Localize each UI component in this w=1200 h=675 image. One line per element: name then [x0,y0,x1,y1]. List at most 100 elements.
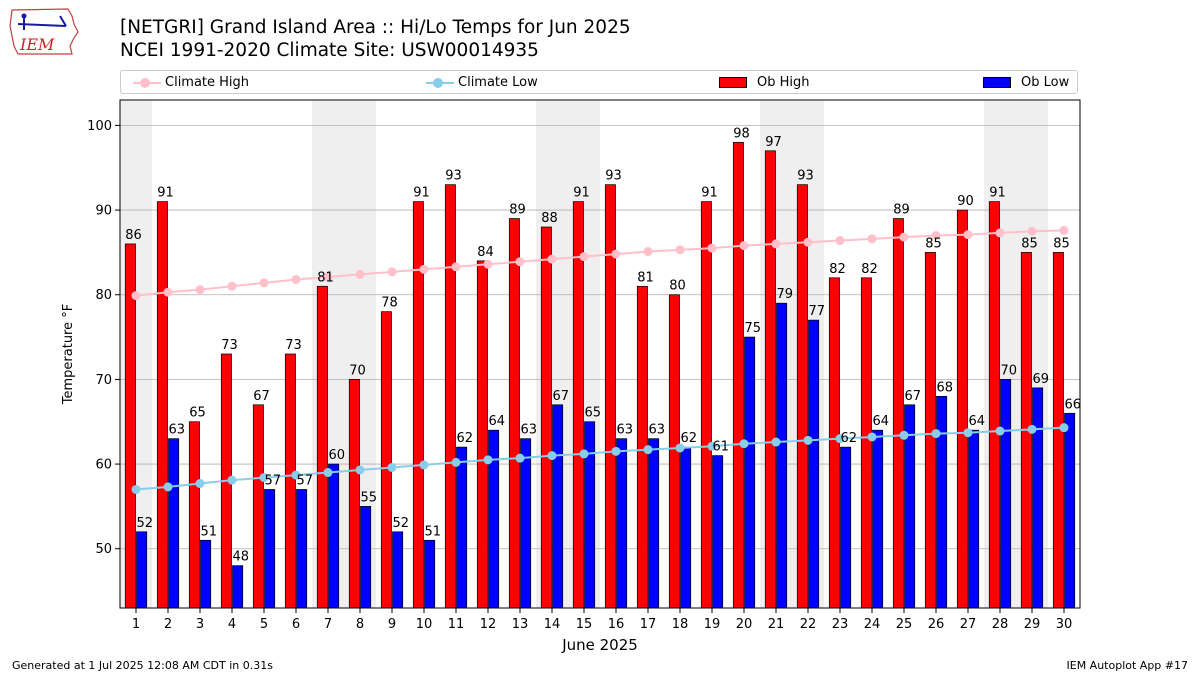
x-tick-label: 4 [228,617,236,632]
climate-low-point [707,441,717,451]
ob-low-bar [360,506,372,609]
climate-low-point [451,457,461,467]
ob-low-value-label: 69 [1033,372,1050,387]
climate-high-point [419,264,429,274]
climate-low-point [771,437,781,447]
climate-low-point [899,430,909,440]
climate-high-point [995,228,1005,238]
climate-low-point [643,445,653,455]
ob-high-bar [732,141,744,609]
ob-high-bar [828,277,840,609]
climate-low-line [135,426,1065,491]
ob-high-bar [316,285,328,609]
ob-high-value-label: 81 [317,270,334,285]
ob-high-bar [444,184,456,609]
ob-low-value-label: 55 [361,490,378,505]
iem-logo: IEM [9,8,79,55]
ob-high-value-label: 97 [765,135,782,150]
ob-high-bar [156,201,168,609]
weekend-shading [1016,100,1048,608]
climate-low-point [227,475,237,485]
ob-high-value-label: 98 [733,126,750,141]
ob-low-bar [232,565,244,609]
ob-high-bar [892,218,904,609]
plot-frame [119,99,1081,609]
climate-high-point [1027,226,1037,236]
x-tick-label: 29 [1024,617,1041,632]
ob-low-bar [584,421,596,609]
ob-low-bar [744,336,756,609]
climate-low-point [547,451,557,461]
x-tick-label: 9 [388,617,396,632]
ob-high-bar [956,209,968,609]
ob-low-value-label: 52 [137,516,154,531]
climate-high-line [135,229,1065,297]
climate-high-point [291,274,301,284]
x-tick-label: 28 [992,617,1009,632]
y-tick-label: 50 [95,542,112,557]
x-tick-label: 22 [800,617,817,632]
x-tick-label: 30 [1056,617,1073,632]
x-tick-label: 13 [512,617,529,632]
x-tick-label: 21 [768,617,785,632]
x-tick-label: 26 [928,617,945,632]
ob-high-value-label: 85 [925,236,942,251]
legend-label: Climate Low [458,75,538,90]
ob-low-value-label: 64 [969,414,986,429]
climate-high-point [227,281,237,291]
ob-low-bar [808,319,820,609]
logo-text: IEM [19,35,55,54]
ob-low-value-label: 65 [585,406,602,421]
ob-low-value-label: 68 [937,380,954,395]
ob-high-value-label: 80 [669,279,686,294]
legend-swatch-box [719,77,747,88]
climate-low-point [355,465,365,475]
ob-low-bar [712,455,724,609]
weekend-shading [984,100,1016,608]
ob-high-value-label: 85 [1021,236,1038,251]
ob-high-value-label: 81 [637,270,654,285]
ob-high-value-label: 88 [541,211,558,226]
climate-low-point [1027,424,1037,434]
ob-high-value-label: 82 [829,262,846,277]
climate-low-point [995,426,1005,436]
climate-high-point [611,249,621,259]
climate-high-point [803,237,813,247]
x-tick-label: 11 [448,617,465,632]
x-tick-label: 18 [672,617,689,632]
ob-high-value-label: 91 [157,186,174,201]
ob-high-value-label: 85 [1053,236,1070,251]
x-tick-label: 12 [480,617,497,632]
climate-low-point [259,473,269,483]
climate-low-point [675,443,685,453]
climate-high-point [259,278,269,288]
ob-low-bar [1032,387,1044,609]
ob-high-bar [540,226,552,609]
ob-high-value-label: 70 [349,363,366,378]
weekend-shading [760,100,792,608]
climate-high-point [195,285,205,295]
ob-high-value-label: 90 [957,194,974,209]
ob-high-bar [348,379,360,609]
climate-high-point [451,262,461,272]
ob-high-bar [284,353,296,609]
ob-low-value-label: 75 [745,321,762,336]
ob-low-bar [1064,412,1076,609]
ob-high-value-label: 91 [701,186,718,201]
climate-low-point [739,439,749,449]
ob-high-value-label: 89 [509,203,526,218]
climate-high-point [771,239,781,249]
ob-low-value-label: 63 [617,423,634,438]
climate-high-point [707,243,717,253]
footer-app: IEM Autoplot App #17 [1066,659,1189,672]
ob-low-value-label: 79 [777,287,794,302]
footer-generated: Generated at 1 Jul 2025 12:08 AM CDT in … [12,659,273,672]
x-tick-label: 15 [576,617,593,632]
climate-low-point [387,462,397,472]
legend-label: Ob High [757,75,810,90]
ob-low-value-label: 48 [233,550,250,565]
climate-high-point [739,241,749,251]
weekend-shading [344,100,376,608]
ob-low-value-label: 63 [649,423,666,438]
ob-low-bar [840,446,852,609]
